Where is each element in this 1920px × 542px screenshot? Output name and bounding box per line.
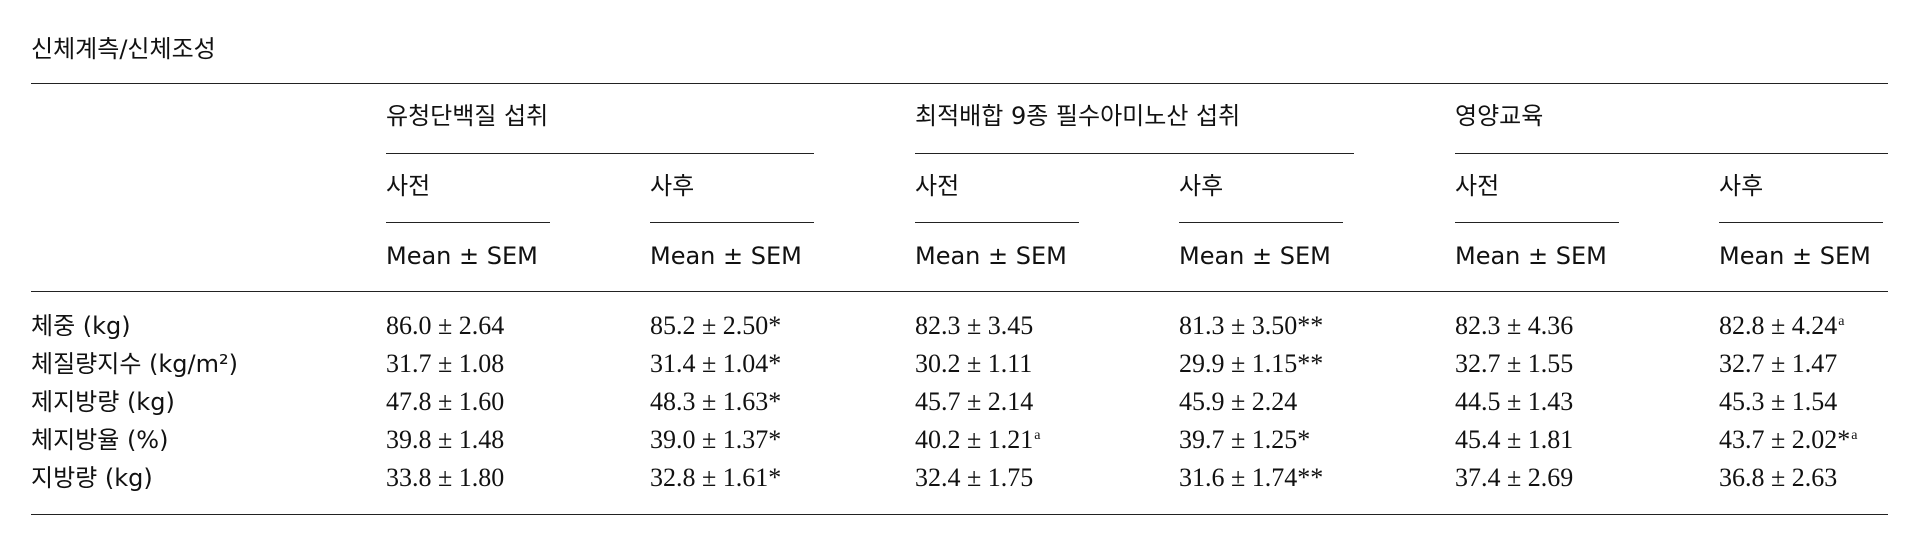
cell-value: 48.3 ± 1.63* [650, 387, 782, 416]
stat-header: Mean ± SEM [1719, 242, 1871, 270]
stat-header: Mean ± SEM [650, 242, 802, 270]
row-label: 지방량 (kg) [31, 464, 153, 492]
table-cell: 32.7 ± 1.55 [1455, 351, 1573, 377]
cell-value: 47.8 ± 1.60 [386, 387, 505, 416]
cell-value: 45.4 ± 1.81 [1455, 425, 1574, 454]
cell-value: 45.9 ± 2.24 [1179, 387, 1298, 416]
cell-value: 32.8 ± 1.61* [650, 463, 782, 492]
table-cell: 45.9 ± 2.24 [1179, 389, 1297, 415]
column-rule [650, 222, 814, 223]
cell-value: 45.3 ± 1.54 [1719, 387, 1838, 416]
cell-value: 82.8 ± 4.24 [1719, 311, 1838, 340]
row-label: 체지방율 (%) [31, 426, 169, 454]
top-rule [31, 83, 1888, 84]
table-cell: 45.3 ± 1.54 [1719, 389, 1837, 415]
stat-header: Mean ± SEM [386, 242, 538, 270]
cell-value: 40.2 ± 1.21 [915, 425, 1034, 454]
stat-header: Mean ± SEM [1179, 242, 1331, 270]
cell-value: 37.4 ± 2.69 [1455, 463, 1574, 492]
bottom-rule [31, 514, 1888, 515]
table-cell: 48.3 ± 1.63* [650, 389, 781, 415]
column-rule [1179, 222, 1343, 223]
cell-superscript: a [1851, 428, 1858, 443]
table-cell: 40.2 ± 1.21a [915, 427, 1041, 453]
table-cell: 37.4 ± 2.69 [1455, 465, 1573, 491]
table-cell: 45.4 ± 1.81 [1455, 427, 1573, 453]
table-cell: 31.6 ± 1.74** [1179, 465, 1323, 491]
cell-value: 32.7 ± 1.47 [1719, 349, 1838, 378]
row-label: 제지방량 (kg) [31, 388, 175, 416]
table-cell: 82.3 ± 3.45 [915, 313, 1033, 339]
cell-value: 31.4 ± 1.04* [650, 349, 782, 378]
table-cell: 39.0 ± 1.37* [650, 427, 781, 453]
table-cell: 39.7 ± 1.25* [1179, 427, 1310, 453]
cell-value: 29.9 ± 1.15** [1179, 349, 1324, 378]
cell-value: 32.7 ± 1.55 [1455, 349, 1574, 378]
column-header: 사전 [386, 172, 431, 200]
table-cell: 30.2 ± 1.11 [915, 351, 1032, 377]
column-header: 사후 [1179, 172, 1224, 200]
group-header: 영양교육 [1455, 102, 1544, 130]
stat-header: Mean ± SEM [1455, 242, 1607, 270]
row-label: 체중 (kg) [31, 312, 131, 340]
group-rule [1455, 153, 1888, 154]
row-label: 체질량지수 (kg/m²) [31, 350, 238, 378]
group-header: 최적배합 9종 필수아미노산 섭취 [915, 102, 1241, 130]
group-rule [915, 153, 1354, 154]
table-cell: 45.7 ± 2.14 [915, 389, 1033, 415]
cell-value: 81.3 ± 3.50** [1179, 311, 1324, 340]
cell-superscript: a [1838, 314, 1845, 329]
cell-value: 45.7 ± 2.14 [915, 387, 1034, 416]
column-rule [386, 222, 550, 223]
cell-value: 36.8 ± 2.63 [1719, 463, 1838, 492]
column-rule [915, 222, 1079, 223]
table-cell: 31.4 ± 1.04* [650, 351, 781, 377]
column-rule [1719, 222, 1883, 223]
table-cell: 36.8 ± 2.63 [1719, 465, 1837, 491]
cell-value: 85.2 ± 2.50* [650, 311, 782, 340]
cell-value: 39.7 ± 1.25* [1179, 425, 1311, 454]
table-cell: 31.7 ± 1.08 [386, 351, 504, 377]
table-title: 신체계측/신체조성 [31, 35, 216, 63]
table-cell: 81.3 ± 3.50** [1179, 313, 1323, 339]
column-rule [1455, 222, 1619, 223]
header-rule [31, 291, 1888, 292]
cell-value: 32.4 ± 1.75 [915, 463, 1034, 492]
table-cell: 47.8 ± 1.60 [386, 389, 504, 415]
table-cell: 82.8 ± 4.24a [1719, 313, 1845, 339]
table-cell: 29.9 ± 1.15** [1179, 351, 1323, 377]
column-header: 사전 [1455, 172, 1500, 200]
cell-value: 86.0 ± 2.64 [386, 311, 505, 340]
table-cell: 32.4 ± 1.75 [915, 465, 1033, 491]
table-cell: 43.7 ± 2.02*a [1719, 427, 1858, 453]
table-cell: 82.3 ± 4.36 [1455, 313, 1573, 339]
cell-value: 31.6 ± 1.74** [1179, 463, 1324, 492]
table-cell: 39.8 ± 1.48 [386, 427, 504, 453]
table-cell: 33.8 ± 1.80 [386, 465, 504, 491]
cell-value: 39.0 ± 1.37* [650, 425, 782, 454]
cell-value: 44.5 ± 1.43 [1455, 387, 1574, 416]
column-header: 사전 [915, 172, 960, 200]
stat-header: Mean ± SEM [915, 242, 1067, 270]
column-header: 사후 [650, 172, 695, 200]
table-cell: 44.5 ± 1.43 [1455, 389, 1573, 415]
cell-value: 31.7 ± 1.08 [386, 349, 505, 378]
group-header: 유청단백질 섭취 [386, 102, 549, 130]
table-cell: 85.2 ± 2.50* [650, 313, 781, 339]
column-header: 사후 [1719, 172, 1764, 200]
cell-value: 30.2 ± 1.11 [915, 349, 1033, 378]
cell-value: 43.7 ± 2.02* [1719, 425, 1851, 454]
table-cell: 32.7 ± 1.47 [1719, 351, 1837, 377]
cell-value: 39.8 ± 1.48 [386, 425, 505, 454]
cell-value: 33.8 ± 1.80 [386, 463, 505, 492]
group-rule [386, 153, 814, 154]
table-cell: 32.8 ± 1.61* [650, 465, 781, 491]
table-cell: 86.0 ± 2.64 [386, 313, 504, 339]
cell-value: 82.3 ± 3.45 [915, 311, 1034, 340]
cell-value: 82.3 ± 4.36 [1455, 311, 1574, 340]
cell-superscript: a [1034, 428, 1041, 443]
